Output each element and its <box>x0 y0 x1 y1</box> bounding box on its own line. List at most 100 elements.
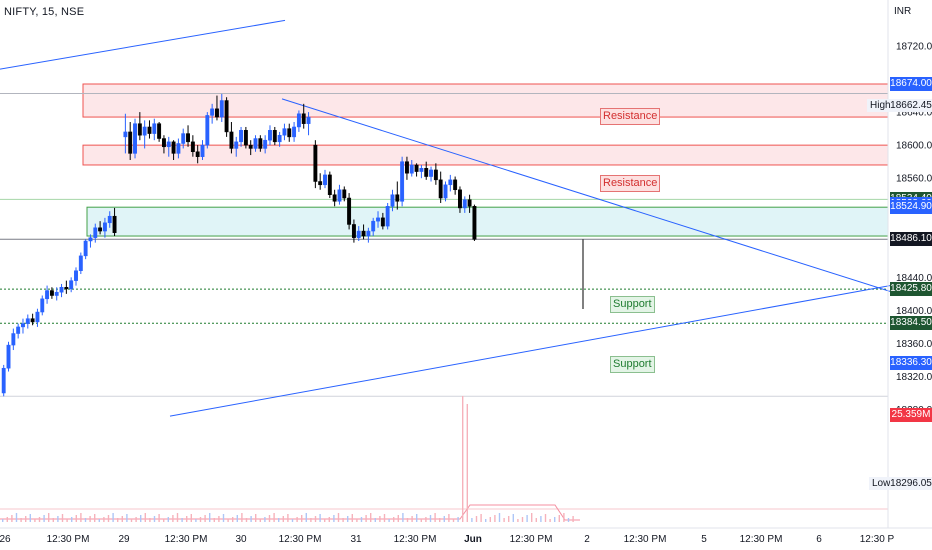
candle <box>83 239 88 260</box>
volume-bar <box>135 517 137 522</box>
candle-body <box>137 123 142 136</box>
high-value: 18662.45 <box>890 99 932 112</box>
volume-bar <box>567 518 570 522</box>
candle-body <box>102 222 107 232</box>
volume-bar <box>89 516 91 522</box>
candle <box>157 122 162 142</box>
volume-bar <box>144 513 146 522</box>
candle <box>88 234 93 248</box>
candle-body <box>438 179 443 199</box>
candle <box>361 224 366 240</box>
candle-body <box>161 138 166 148</box>
y-tick-label: 18720.00 <box>896 42 932 53</box>
y-tick-label: 18320.00 <box>896 372 932 383</box>
candle <box>123 113 128 154</box>
candle <box>347 193 352 230</box>
candle <box>282 123 287 141</box>
candle <box>186 125 190 147</box>
volume-bar <box>163 519 165 522</box>
candle-body <box>112 215 117 233</box>
candle-body <box>69 280 74 290</box>
volume-bar <box>204 515 206 522</box>
candle <box>239 126 244 147</box>
volume-bar <box>517 519 519 522</box>
price-tag: 18336.30 <box>890 356 932 370</box>
candle-body <box>292 126 297 138</box>
x-tick-label: 12:30 PM <box>510 534 553 545</box>
y-tick-label: 18360.00 <box>896 339 932 350</box>
volume-bar <box>172 515 174 522</box>
volume-bar <box>264 517 266 522</box>
volume-bar <box>291 519 294 522</box>
candle <box>342 186 347 202</box>
candle <box>243 126 248 149</box>
volume-bar <box>282 516 284 522</box>
candle-body <box>98 227 103 232</box>
candle <box>323 169 327 189</box>
candle <box>356 226 361 241</box>
candle-body <box>337 189 342 202</box>
candle <box>301 103 306 129</box>
resistance-label-upper[interactable]: Resistance <box>600 108 661 125</box>
candle-body <box>40 298 45 313</box>
candle-body <box>35 311 40 323</box>
candle-body <box>59 287 64 293</box>
volume-bar <box>402 513 404 522</box>
support-label-lower[interactable]: Support <box>610 356 655 373</box>
x-tick-label: 12:30 PM <box>740 534 783 545</box>
volume-bar <box>333 515 335 522</box>
volume-bar <box>149 518 151 522</box>
candle <box>219 93 224 123</box>
volume-bar <box>245 518 248 522</box>
volume-bar <box>526 515 528 522</box>
y-tick-label: 18400.00 <box>896 306 932 317</box>
candle-body <box>215 108 219 118</box>
candle-body <box>21 323 25 328</box>
volume-bar <box>324 519 326 522</box>
volume-bar <box>94 514 96 522</box>
candle <box>409 160 414 177</box>
resistance-label-lower[interactable]: Resistance <box>600 175 661 192</box>
volume-bar <box>273 513 275 522</box>
x-tick-label: 30 <box>235 534 247 545</box>
x-tick-label: 12:30 PM <box>47 534 90 545</box>
volume-bar <box>190 514 192 522</box>
candle <box>424 161 429 180</box>
candle-body <box>409 164 414 174</box>
candle <box>102 217 107 238</box>
support-label-upper[interactable]: Support <box>610 296 655 313</box>
candle-body <box>219 100 224 118</box>
candle-body <box>88 237 93 242</box>
candle <box>35 308 40 327</box>
candle-body <box>123 131 128 138</box>
candle <box>380 212 385 230</box>
candle-body <box>181 133 186 144</box>
candle <box>64 280 69 294</box>
candle-body <box>186 133 190 143</box>
volume-bar <box>259 519 261 522</box>
candle <box>467 194 472 213</box>
volume-bar <box>227 519 229 522</box>
trendlines-layer <box>0 19 891 417</box>
candle <box>371 217 376 237</box>
trendline <box>0 19 286 70</box>
x-tick-label: 2 <box>584 534 590 545</box>
candle-body <box>462 199 467 209</box>
candle <box>190 135 195 157</box>
volume-average <box>0 504 580 521</box>
volume-bar <box>365 515 367 522</box>
volume-bar <box>314 516 317 522</box>
volume-bar <box>11 515 13 522</box>
volume-bar <box>544 514 547 522</box>
candle <box>147 120 152 139</box>
candle <box>30 313 35 326</box>
candle <box>59 283 64 298</box>
volume-bar <box>443 516 445 522</box>
trendline <box>169 285 891 417</box>
candle <box>433 163 438 185</box>
candle-body <box>429 169 433 177</box>
volume-bar <box>75 515 77 522</box>
volume-bar <box>158 514 160 522</box>
